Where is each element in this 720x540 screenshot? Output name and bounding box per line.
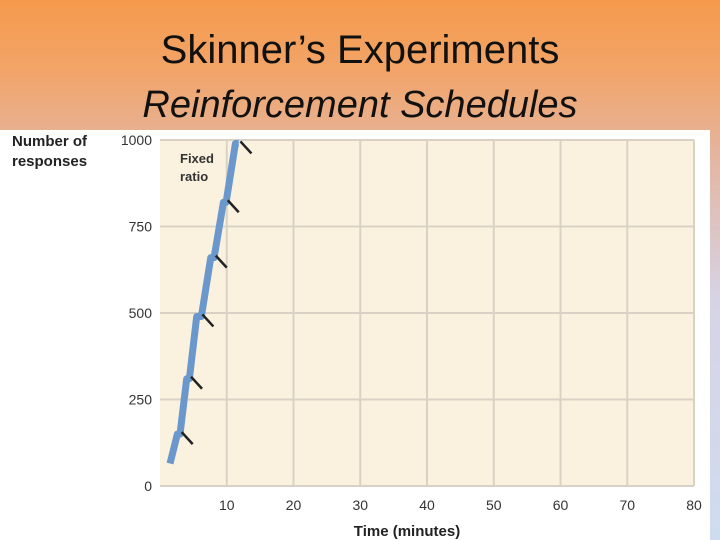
reinforcement-mark — [190, 375, 203, 390]
slide-subtitle: Reinforcement Schedules — [142, 84, 578, 126]
y-tick-labels: 0 250 500 750 1000 — [121, 132, 152, 494]
chart-panel: 0 250 500 750 1000 10 20 30 40 50 60 70 80 Number o… — [0, 130, 710, 540]
reinforcement-mark — [214, 254, 228, 269]
y-axis-title-line-2: responses — [12, 153, 87, 170]
x-tick-label: 80 — [686, 497, 702, 513]
reinforcement-marks — [180, 140, 253, 445]
y-tick-label: 0 — [144, 478, 152, 494]
chart: 0 250 500 750 1000 10 20 30 40 50 60 70 80 Number o… — [12, 132, 702, 540]
x-tick-label: 50 — [486, 497, 502, 513]
series-line — [166, 139, 239, 465]
reinforcement-mark — [201, 313, 215, 328]
x-tick-label: 60 — [553, 497, 569, 513]
x-tick-label: 30 — [352, 497, 368, 513]
y-axis-title-line-1: Number of — [12, 133, 88, 150]
y-tick-label: 250 — [129, 392, 153, 408]
x-tick-labels: 10 20 30 40 50 60 70 80 — [219, 497, 702, 513]
annotation-line-2: ratio — [180, 169, 208, 184]
y-tick-label: 750 — [129, 219, 153, 235]
reinforcement-mark — [239, 140, 253, 155]
series-polyline — [166, 139, 239, 465]
reinforcement-mark — [180, 431, 194, 445]
annotation-line-1: Fixed — [180, 151, 214, 166]
x-tick-label: 20 — [286, 497, 302, 513]
x-tick-label: 70 — [619, 497, 635, 513]
x-axis-title: Time (minutes) — [354, 523, 460, 540]
x-tick-label: 40 — [419, 497, 435, 513]
reinforcement-mark — [226, 199, 240, 214]
slide-title: Skinner’s Experiments — [160, 28, 560, 72]
y-tick-label: 1000 — [121, 132, 152, 148]
x-tick-label: 10 — [219, 497, 235, 513]
grid-lines — [160, 139, 695, 487]
y-tick-label: 500 — [129, 305, 153, 321]
